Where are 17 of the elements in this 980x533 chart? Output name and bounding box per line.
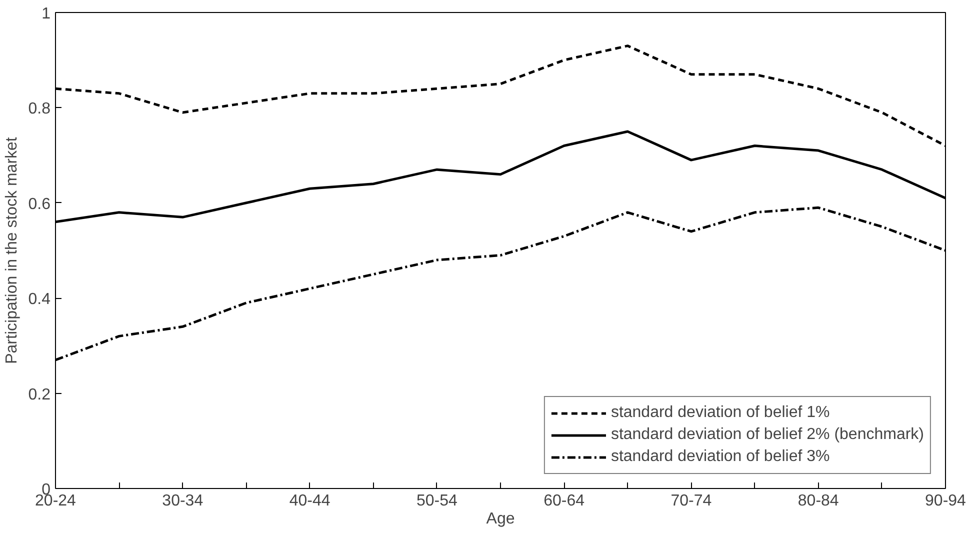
legend-label: standard deviation of belief 2% (benchmark) (610, 426, 924, 444)
y-tick-label: 0.8 (28, 100, 51, 118)
x-tick-label: 80-84 (798, 492, 839, 510)
x-axis-title: Age (486, 510, 515, 528)
x-tick-label: 70-74 (670, 492, 712, 510)
y-axis-title: Participation in the stock market (3, 136, 20, 364)
x-tick-label: 40-44 (289, 492, 330, 510)
x-tick-label: 90-94 (925, 492, 966, 510)
y-tick-label: 0.6 (28, 196, 51, 213)
legend-label: standard deviation of belief 1% (610, 404, 830, 422)
y-tick-label: 0.2 (28, 386, 51, 404)
x-tick-label: 60-64 (544, 492, 585, 510)
y-tick-label: 1 (42, 6, 51, 22)
legend-label: standard deviation of belief 3% (610, 448, 830, 466)
x-tick-label: 50-54 (416, 492, 458, 510)
y-tick-label: 0.4 (28, 291, 51, 308)
x-tick-label: 30-34 (162, 492, 204, 510)
